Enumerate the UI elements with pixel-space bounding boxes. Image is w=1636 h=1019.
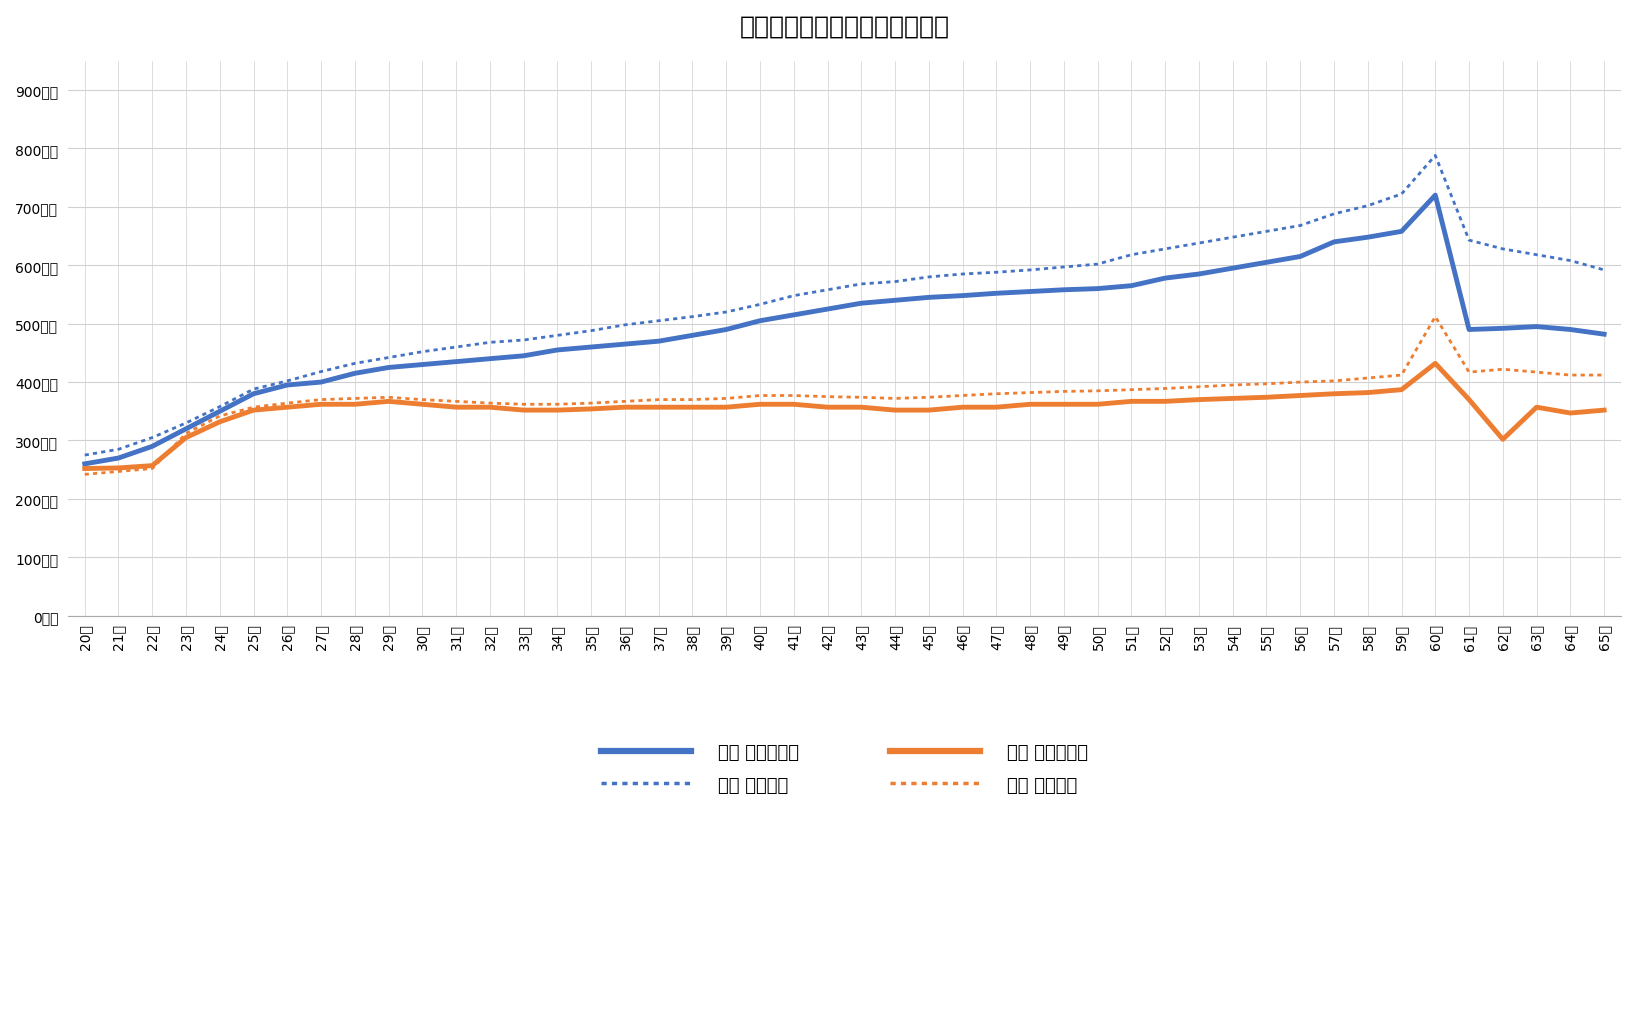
Legend: 男性 年収中央値, 男性 平均年収, 女性 年収中央値, 女性 平均年収: 男性 年収中央値, 男性 平均年収, 女性 年収中央値, 女性 平均年収 <box>594 737 1094 801</box>
Title: 年齢別の年収中央値と平均年収: 年齢別の年収中央値と平均年収 <box>739 15 949 39</box>
